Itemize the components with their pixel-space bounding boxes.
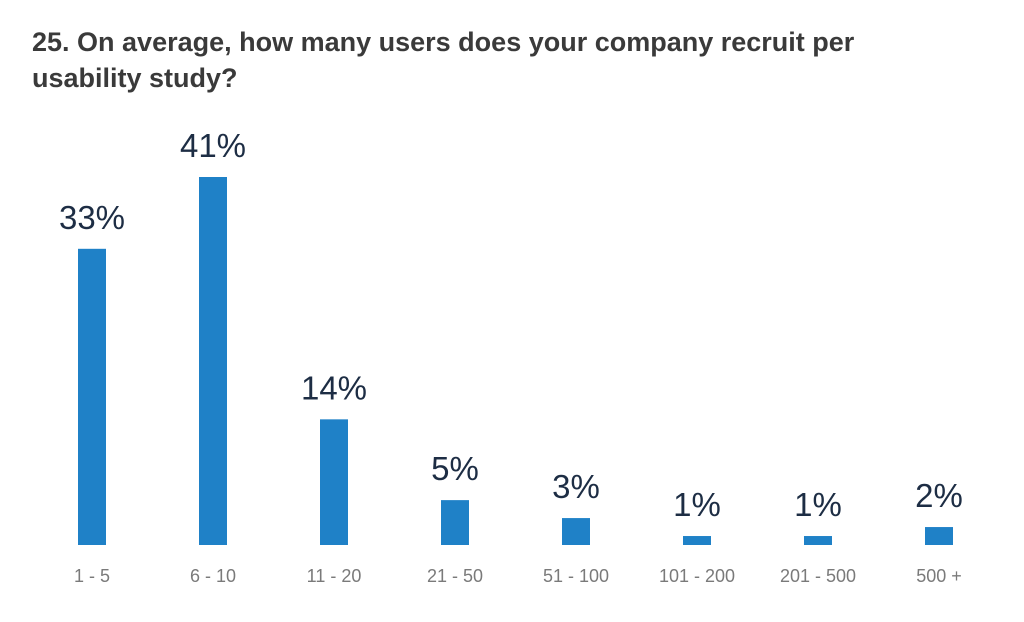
value-label: 3%	[552, 468, 600, 505]
bar	[804, 536, 832, 545]
bar	[683, 536, 711, 545]
value-label: 41%	[180, 127, 246, 164]
x-tick-label: 101 - 200	[659, 566, 735, 586]
bar	[78, 248, 106, 545]
bar	[320, 419, 348, 545]
x-tick-label: 201 - 500	[780, 566, 856, 586]
x-tick-label: 6 - 10	[190, 566, 236, 586]
bar	[562, 518, 590, 545]
bar	[199, 177, 227, 545]
bar	[441, 500, 469, 545]
value-label: 2%	[915, 477, 963, 514]
x-tick-label: 500 +	[916, 566, 962, 586]
x-tick-label: 1 - 5	[74, 566, 110, 586]
x-tick-label: 11 - 20	[307, 566, 362, 586]
value-label: 33%	[59, 199, 125, 236]
value-label: 14%	[301, 369, 367, 406]
bar	[925, 527, 953, 545]
x-tick-label: 21 - 50	[427, 566, 483, 586]
value-label: 1%	[794, 486, 842, 523]
chart-title: 25. On average, how many users does your…	[32, 27, 855, 93]
value-label: 1%	[673, 486, 721, 523]
x-tick-label: 51 - 100	[543, 566, 609, 586]
value-label: 5%	[431, 450, 479, 487]
